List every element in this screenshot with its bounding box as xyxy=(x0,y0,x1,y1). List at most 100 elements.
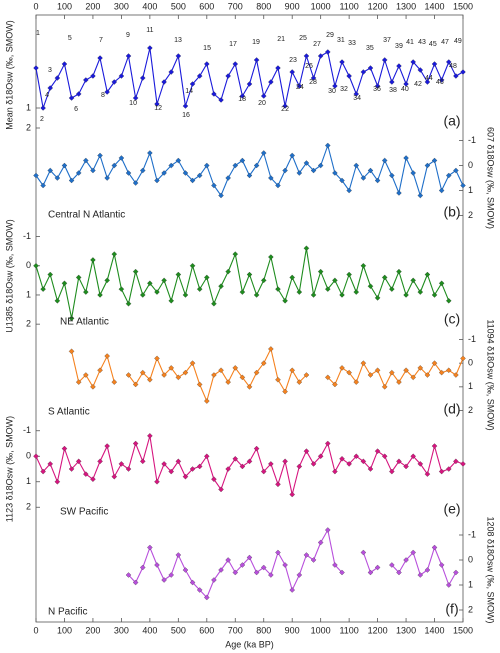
data-point xyxy=(61,61,68,67)
data-point xyxy=(189,263,196,269)
data-point xyxy=(296,572,303,578)
data-point xyxy=(246,172,253,179)
data-point xyxy=(438,562,445,568)
data-point xyxy=(139,369,146,376)
peak-label: 25 xyxy=(299,35,307,42)
x-tick-label: 700 xyxy=(228,1,243,11)
data-point xyxy=(275,182,281,189)
data-point xyxy=(374,177,381,184)
peak-label: 8 xyxy=(101,92,105,99)
data-point xyxy=(33,453,39,460)
data-point xyxy=(303,552,310,558)
peak-label: 24 xyxy=(296,84,304,91)
data-point xyxy=(104,353,110,359)
x-tick-label: 900 xyxy=(285,625,300,635)
data-point xyxy=(289,587,295,593)
data-point xyxy=(325,440,331,447)
data-point xyxy=(353,453,360,460)
peak-label: 22 xyxy=(281,106,289,113)
data-point xyxy=(239,562,246,568)
y-tick-label: 1 xyxy=(468,579,473,589)
data-point xyxy=(353,379,360,385)
data-point xyxy=(339,59,345,65)
data-point xyxy=(97,55,103,61)
x-tick-label: 1500 xyxy=(453,625,473,635)
data-point xyxy=(54,75,61,81)
data-point xyxy=(218,192,224,199)
data-point xyxy=(460,355,466,362)
data-point xyxy=(168,162,174,169)
data-point xyxy=(360,360,367,366)
x-tick-label: 500 xyxy=(171,625,186,635)
data-point xyxy=(332,83,338,89)
data-point xyxy=(275,481,281,488)
y-tick-label: 1 xyxy=(468,185,473,195)
data-point xyxy=(417,461,424,467)
data-point xyxy=(132,95,139,101)
data-point xyxy=(218,97,224,103)
data-point xyxy=(396,268,402,275)
data-point xyxy=(97,458,103,465)
series-name: NE Atlantic xyxy=(60,317,109,328)
data-point xyxy=(232,162,239,169)
data-point xyxy=(175,271,182,278)
data-point xyxy=(218,486,224,493)
y-tick-label: 2 xyxy=(468,210,473,220)
data-point xyxy=(282,458,288,465)
data-point xyxy=(332,170,338,176)
data-point xyxy=(310,75,317,81)
data-point xyxy=(211,372,217,378)
series-line xyxy=(35,248,450,319)
data-point xyxy=(239,157,246,164)
data-point xyxy=(161,461,167,467)
data-point xyxy=(260,564,267,571)
peak-label: 28 xyxy=(309,79,317,86)
data-point xyxy=(367,466,374,472)
data-point xyxy=(346,271,352,278)
data-point xyxy=(403,155,409,161)
data-point xyxy=(68,177,75,184)
data-point xyxy=(296,170,303,176)
data-point xyxy=(211,91,217,97)
data-point xyxy=(83,157,89,164)
data-point xyxy=(424,372,431,378)
data-point xyxy=(196,286,203,292)
data-point xyxy=(260,93,267,99)
data-point xyxy=(367,283,374,289)
data-point xyxy=(196,381,203,388)
data-point xyxy=(189,579,196,586)
data-point xyxy=(104,175,110,181)
data-point xyxy=(61,445,68,452)
data-point xyxy=(367,65,374,71)
data-point xyxy=(161,372,167,378)
data-point xyxy=(47,271,53,278)
y-axis-label: 1208 δ18Osw (‰, SMOW) xyxy=(486,516,496,623)
data-point xyxy=(339,292,345,298)
data-point xyxy=(182,103,189,109)
data-point xyxy=(225,73,231,79)
data-point xyxy=(431,292,438,298)
data-point xyxy=(118,461,125,467)
data-point xyxy=(253,292,260,298)
data-point xyxy=(33,172,39,179)
data-point xyxy=(90,257,96,263)
data-point xyxy=(446,59,452,65)
data-point xyxy=(47,85,53,91)
data-point xyxy=(339,177,345,184)
data-point xyxy=(353,162,360,169)
data-point xyxy=(275,286,281,292)
x-tick-label: 1200 xyxy=(368,625,388,635)
data-point xyxy=(253,445,260,452)
data-point xyxy=(374,448,381,454)
data-point xyxy=(132,180,139,186)
data-point xyxy=(381,384,388,390)
plot-frame xyxy=(35,14,464,623)
y-axis-label: U1385 δ18Osw (‰, SMOW) xyxy=(4,219,14,333)
data-point xyxy=(75,91,82,97)
data-point xyxy=(360,175,367,181)
data-point xyxy=(282,103,288,109)
data-point xyxy=(111,79,118,85)
peak-label: 26 xyxy=(305,63,313,70)
data-point xyxy=(75,274,82,281)
data-point xyxy=(310,461,317,467)
